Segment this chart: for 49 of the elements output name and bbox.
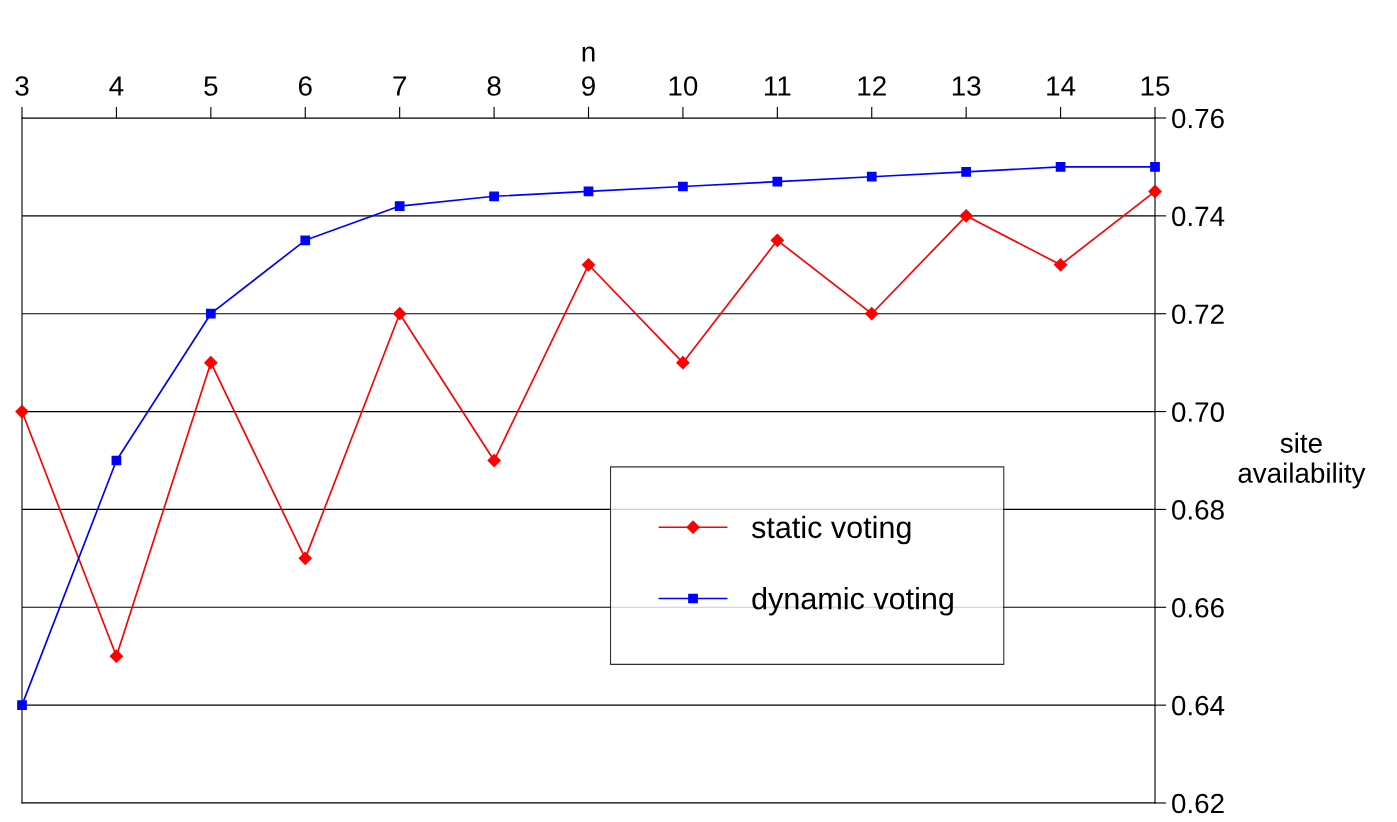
y-tick-label: 0.74 (1172, 206, 1225, 227)
point (961, 166, 972, 177)
point (298, 551, 312, 565)
y-tick-label: 0.72 (1172, 304, 1224, 325)
point (1053, 258, 1068, 272)
point (393, 307, 407, 321)
point (205, 308, 216, 319)
point (300, 235, 311, 246)
y-tick-label: 0.64 (1172, 695, 1225, 716)
point (1148, 184, 1162, 198)
point (959, 209, 973, 223)
legend-label: static voting (751, 515, 911, 545)
x-tick-label: 4 (109, 76, 124, 96)
legend-label: dynamic voting (752, 587, 953, 616)
point (487, 453, 501, 468)
y-axis-title: site availability (1238, 432, 1366, 489)
y-tick-label: 0.66 (1172, 597, 1224, 618)
x-tick-label: 7 (393, 76, 406, 96)
x-tick-label: 6 (298, 76, 312, 96)
x-tick-label: 8 (487, 76, 501, 96)
point (109, 649, 124, 663)
point (866, 171, 877, 182)
x-tick-label: 10 (669, 76, 698, 96)
point (581, 258, 596, 272)
x-tick-label: 15 (1141, 76, 1170, 96)
x-tick-label: 12 (858, 76, 886, 96)
point (15, 404, 29, 419)
point (770, 233, 784, 247)
y-tick-label: 0.62 (1172, 793, 1224, 814)
point (1150, 162, 1160, 172)
y-tick-label: 0.76 (1172, 108, 1224, 129)
y-tick-label: 0.68 (1172, 500, 1224, 520)
point (678, 181, 688, 192)
point (17, 700, 27, 711)
point (676, 356, 690, 370)
x-tick-label: 11 (765, 76, 791, 96)
x-tick-label: 13 (952, 76, 981, 96)
y-tick-label: 0.70 (1172, 402, 1224, 422)
x-axis-title: n (582, 46, 595, 62)
x-tick-label: 14 (1047, 76, 1076, 96)
point (865, 307, 879, 321)
point (204, 356, 218, 370)
point (772, 176, 783, 187)
x-tick-label: 9 (582, 76, 595, 96)
point (489, 191, 499, 202)
point (394, 201, 405, 211)
point (1055, 162, 1066, 172)
x-tick-label: 5 (204, 76, 218, 96)
x-tick-label: 3 (15, 76, 29, 96)
